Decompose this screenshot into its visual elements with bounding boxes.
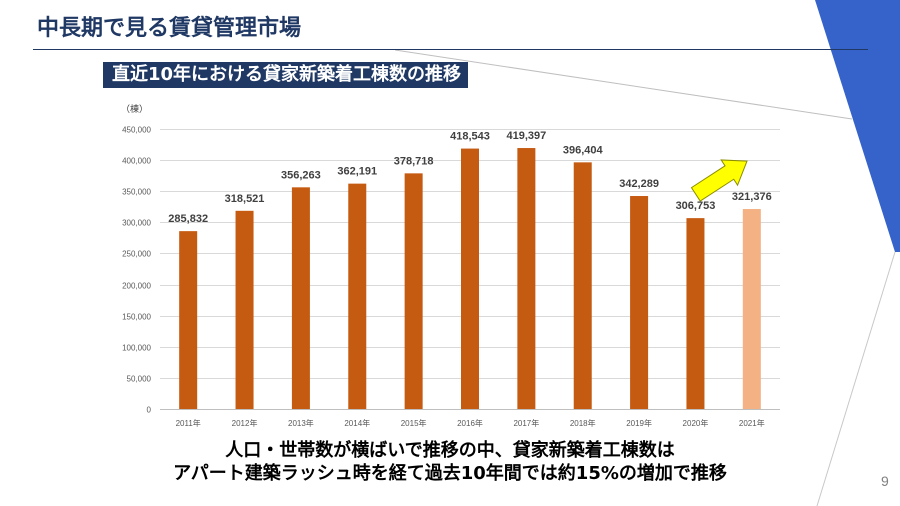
chart-subtitle: 直近10年における貸家新築着工棟数の推移 (112, 64, 462, 85)
bar-value-label: 321,376 (732, 191, 772, 203)
decor-right-line (816, 251, 896, 506)
caption-line-2: アパート建築ラッシュ時を経て過去10年間では約15%の増加で推移 (173, 463, 727, 484)
x-tick-label: 2014年 (344, 418, 370, 428)
x-tick-label: 2021年 (739, 418, 765, 428)
bar (348, 183, 367, 409)
y-tick-label: 450,000 (122, 126, 151, 135)
bar (235, 210, 254, 409)
y-tick-label: 100,000 (122, 344, 151, 353)
bar-value-label: 356,263 (281, 169, 321, 181)
y-tick-label: 0 (147, 406, 152, 415)
caption-line-1: 人口・世帯数が横ばいで推移の中、貸家新築着工棟数は (225, 440, 675, 461)
bar-value-label: 306,753 (676, 200, 716, 212)
y-tick-label: 250,000 (122, 250, 151, 259)
bar-value-label: 419,397 (506, 130, 546, 142)
page-number: 9 (881, 473, 889, 489)
y-tick-label: 400,000 (122, 157, 151, 166)
y-tick-label: 350,000 (122, 188, 151, 197)
x-tick-label: 2019年 (626, 418, 652, 428)
bar-value-label: 396,404 (563, 144, 604, 156)
summary-caption: 人口・世帯数が横ばいで推移の中、貸家新築着工棟数は アパート建築ラッシュ時を経て… (0, 439, 900, 485)
bar (179, 231, 198, 409)
bar (291, 187, 310, 409)
x-tick-label: 2015年 (401, 418, 427, 428)
chart-subtitle-box: 直近10年における貸家新築着工棟数の推移 (103, 62, 468, 88)
y-tick-label: 150,000 (122, 313, 151, 322)
bar (742, 209, 761, 409)
y-tick-label: 300,000 (122, 219, 151, 228)
bar-value-label: 418,543 (450, 131, 490, 143)
title-underline (33, 49, 868, 50)
bar (686, 218, 705, 409)
bar-value-label: 318,521 (225, 193, 265, 205)
bar-value-label: 378,718 (394, 155, 434, 167)
bar (573, 162, 592, 409)
slide-title: 中長期で見る賃貸管理市場 (37, 16, 302, 41)
decor-blue-triangle (815, 0, 900, 252)
x-tick-label: 2017年 (513, 418, 539, 428)
bar-value-label: 342,289 (619, 178, 659, 190)
x-tick-label: 2011年 (176, 418, 201, 428)
bar (630, 196, 649, 409)
bar (461, 148, 479, 409)
y-tick-label: 50,000 (127, 375, 152, 384)
decor-diagonal-line (394, 49, 853, 120)
x-tick-label: 2016年 (457, 418, 483, 428)
y-axis-unit-label: （棟） (121, 103, 148, 114)
x-tick-label: 2020年 (683, 418, 709, 428)
yellow-arrow-up-right-icon (690, 159, 748, 202)
x-tick-label: 2018年 (570, 418, 596, 428)
bar (517, 148, 536, 409)
bar (404, 173, 423, 409)
x-tick-label: 2012年 (232, 418, 258, 428)
x-tick-label: 2013年 (288, 418, 314, 428)
y-tick-label: 200,000 (122, 282, 151, 291)
bar-value-label: 285,832 (168, 213, 208, 225)
bar-value-label: 362,191 (337, 166, 377, 178)
